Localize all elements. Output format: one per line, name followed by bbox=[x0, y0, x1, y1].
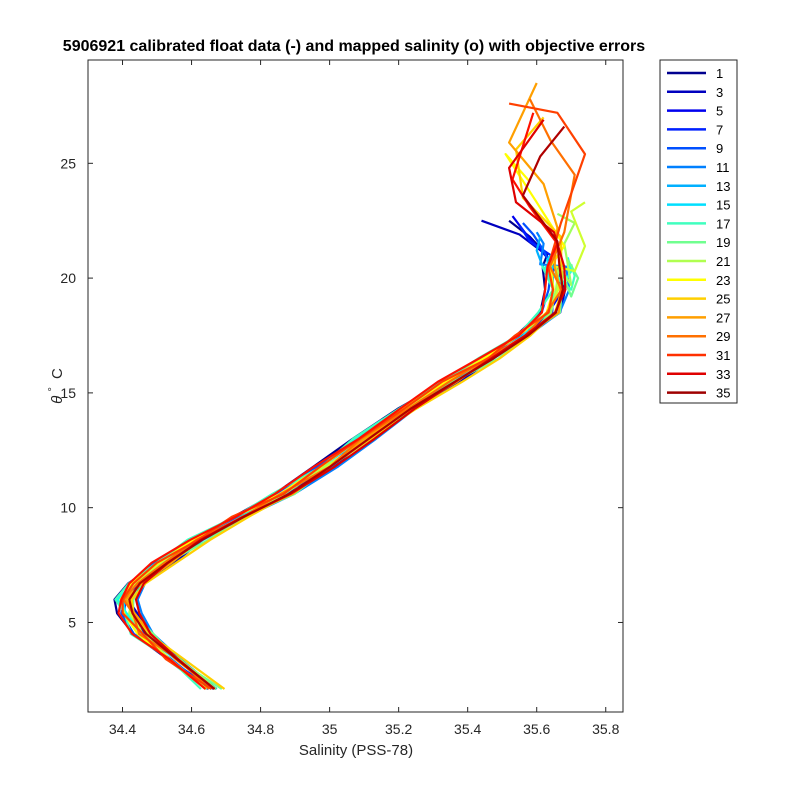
x-axis-ticks: 34.4 34.6 34.8 35 35.2 35.4 35.6 35.8 bbox=[109, 60, 620, 737]
x-tick-label: 35 bbox=[322, 721, 338, 737]
x-tick-label: 34.8 bbox=[247, 721, 274, 737]
profile-line bbox=[113, 219, 549, 690]
x-tick-label: 35.8 bbox=[592, 721, 619, 737]
plot-area: 34.4 34.6 34.8 35 35.2 35.4 35.6 35.8 5 10 15 20 25 bbox=[60, 59, 624, 737]
x-tick-label: 35.4 bbox=[454, 721, 481, 737]
legend-label: 5 bbox=[716, 104, 723, 119]
legend-label: 19 bbox=[716, 235, 730, 250]
legend-label: 23 bbox=[716, 273, 730, 288]
legend-label: 27 bbox=[716, 310, 730, 325]
y-tick-label: 25 bbox=[60, 155, 76, 171]
legend-label: 35 bbox=[716, 386, 730, 401]
x-tick-label: 34.4 bbox=[109, 721, 136, 737]
x-tick-label: 34.6 bbox=[178, 721, 205, 737]
legend-label: 7 bbox=[716, 122, 723, 137]
axes-box bbox=[87, 59, 624, 713]
chart-title: 5906921 calibrated float data (-) and ma… bbox=[63, 38, 645, 55]
y-tick-label: 5 bbox=[68, 614, 76, 630]
x-tick-label: 35.6 bbox=[523, 721, 550, 737]
y-axis-label-unit: C bbox=[49, 368, 66, 379]
legend-label: 31 bbox=[716, 348, 730, 363]
legend-box bbox=[659, 59, 738, 404]
profile-line bbox=[134, 119, 567, 690]
legend-label: 21 bbox=[716, 254, 730, 269]
profile-lines bbox=[113, 82, 587, 690]
x-axis-label: Salinity (PSS-78) bbox=[299, 742, 413, 759]
y-tick-label: 20 bbox=[60, 270, 76, 286]
legend-label: 9 bbox=[716, 141, 723, 156]
y-axis-ticks: 5 10 15 20 25 bbox=[60, 155, 623, 630]
y-tick-label: 15 bbox=[60, 385, 76, 401]
legend-label: 13 bbox=[716, 179, 730, 194]
y-axis-label-symbol: θ bbox=[49, 396, 66, 404]
profile-line bbox=[128, 125, 566, 690]
legend-label: 33 bbox=[716, 367, 730, 382]
legend-label: 3 bbox=[716, 85, 723, 100]
legend-label: 17 bbox=[716, 216, 730, 231]
legend-label: 25 bbox=[716, 292, 730, 307]
legend-label: 1 bbox=[716, 66, 723, 81]
legend-label: 29 bbox=[716, 329, 730, 344]
x-tick-label: 35.2 bbox=[385, 721, 412, 737]
y-tick-label: 10 bbox=[60, 500, 76, 516]
legend-label: 15 bbox=[716, 198, 730, 213]
y-axis-label: θ ° C bbox=[43, 368, 66, 404]
legend-label: 11 bbox=[716, 160, 730, 175]
y-axis-label-degree: ° bbox=[47, 387, 59, 391]
profile-line bbox=[117, 112, 559, 690]
